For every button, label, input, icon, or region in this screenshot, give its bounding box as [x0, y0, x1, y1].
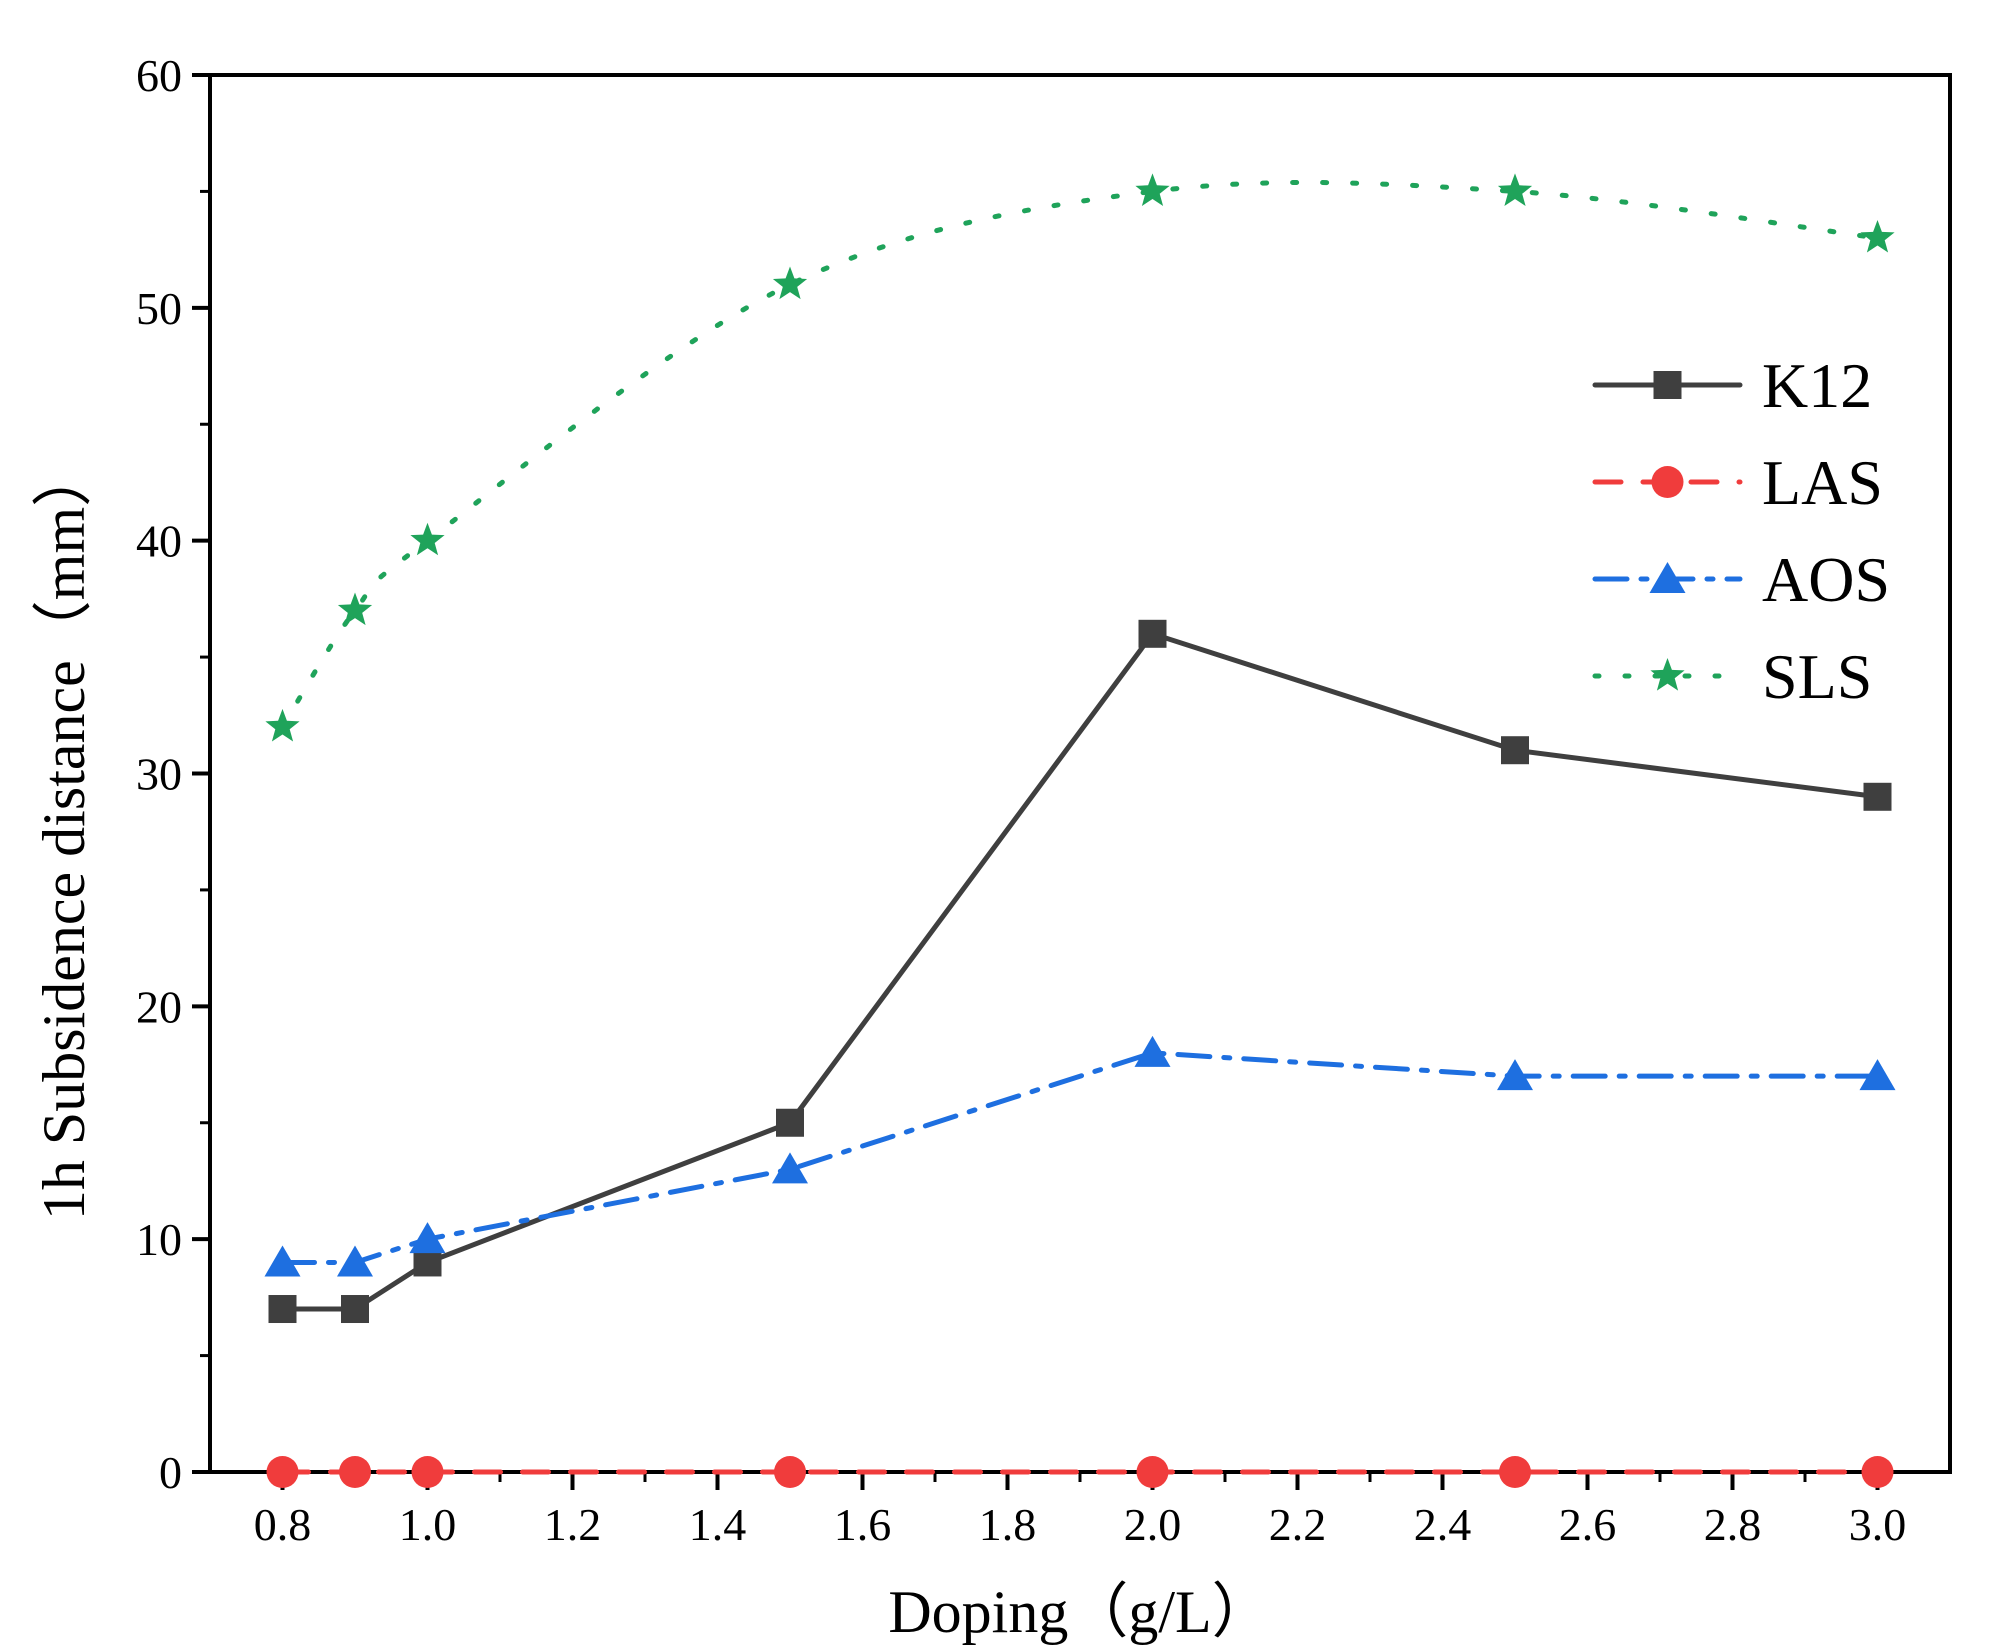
x-tick-label: 2.2 — [1269, 1499, 1327, 1550]
data-point-sls — [410, 522, 445, 556]
x-tick-label: 1.4 — [689, 1499, 747, 1550]
legend-label: K12 — [1762, 350, 1872, 421]
data-point-sls — [265, 708, 300, 742]
data-point-sls — [1497, 173, 1533, 206]
x-axis: 0.8 1.0 1.2 1.4 1.6 1.8 2.0 2.2 2.4 2.6 2.8 3.0 — [254, 1472, 1907, 1550]
y-axis: 0 10 20 30 40 50 60 — [136, 50, 210, 1498]
data-point-aos — [264, 1245, 301, 1277]
data-point-aos — [409, 1222, 446, 1254]
data-point-las — [1499, 1456, 1531, 1488]
legend-item-aos: AOS — [1592, 544, 1890, 615]
x-tick-label: 2.8 — [1704, 1499, 1762, 1550]
data-point-aos — [1497, 1059, 1533, 1091]
x-tick-label: 1.0 — [399, 1499, 457, 1550]
legend-swatch-marker — [1651, 466, 1684, 498]
y-tick-label: 10 — [136, 1214, 182, 1265]
data-point-k12 — [341, 1295, 369, 1324]
data-point-sls — [772, 266, 808, 300]
data-point-las — [1861, 1456, 1894, 1488]
data-point-sls — [1135, 173, 1170, 206]
x-tick-label: 1.2 — [544, 1499, 602, 1550]
data-point-aos — [337, 1245, 373, 1277]
series-line-sls — [280, 179, 1880, 730]
data-point-k12 — [268, 1295, 297, 1324]
legend-label: AOS — [1762, 544, 1890, 615]
x-tick-label: 3.0 — [1849, 1499, 1907, 1550]
series-sls — [265, 173, 1895, 742]
x-tick-label: 0.8 — [254, 1499, 312, 1550]
x-tick-label: 1.6 — [834, 1499, 892, 1550]
data-point-k12 — [1138, 619, 1167, 648]
series-k12 — [268, 619, 1892, 1324]
legend-label: LAS — [1762, 447, 1883, 518]
y-tick-label: 30 — [136, 749, 182, 800]
series-layer — [264, 173, 1896, 1488]
legend-item-k12: K12 — [1592, 350, 1872, 421]
series-aos — [264, 1035, 1896, 1277]
data-point-k12 — [1863, 782, 1892, 811]
legend-swatch-marker — [1649, 562, 1686, 593]
legend-swatch-marker — [1650, 658, 1685, 691]
data-point-las — [1136, 1456, 1169, 1488]
data-point-las — [411, 1456, 444, 1488]
legend-item-las: LAS — [1592, 447, 1883, 518]
data-point-aos — [772, 1152, 808, 1184]
legend-item-sls: SLS — [1592, 641, 1872, 712]
y-axis-title: 1h Subsidence distance（mm） — [31, 447, 97, 1220]
x-axis-title: Doping（g/L） — [888, 1579, 1271, 1645]
data-point-sls — [337, 592, 373, 626]
x-tick-label: 2.4 — [1414, 1499, 1472, 1550]
legend-swatch-marker — [1653, 371, 1682, 399]
series-las — [266, 1456, 1894, 1488]
data-point-las — [774, 1456, 806, 1488]
legend: K12 LAS AOS SLS — [1592, 350, 1890, 712]
data-point-sls — [1860, 220, 1895, 253]
y-tick-label: 60 — [136, 50, 182, 101]
y-tick-label: 50 — [136, 283, 182, 334]
data-point-k12 — [1501, 736, 1529, 765]
data-point-las — [339, 1456, 371, 1488]
x-tick-label: 1.8 — [979, 1499, 1037, 1550]
x-tick-label: 2.0 — [1124, 1499, 1182, 1550]
y-tick-label: 20 — [136, 981, 182, 1032]
y-tick-label: 0 — [159, 1447, 182, 1498]
y-tick-label: 40 — [136, 516, 182, 567]
data-point-las — [266, 1456, 299, 1488]
series-line-k12 — [280, 630, 1880, 1312]
x-tick-label: 2.6 — [1559, 1499, 1617, 1550]
data-point-aos — [1859, 1059, 1896, 1091]
data-point-k12 — [776, 1108, 804, 1137]
data-point-aos — [1134, 1035, 1171, 1067]
legend-label: SLS — [1762, 641, 1872, 712]
series-line-aos — [280, 1050, 1880, 1265]
